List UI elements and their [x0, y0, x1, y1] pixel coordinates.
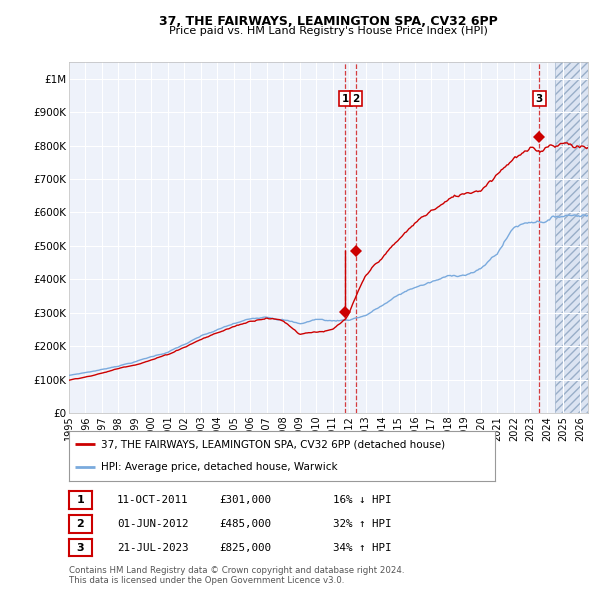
- Text: 1: 1: [342, 94, 349, 104]
- Text: 3: 3: [536, 94, 543, 104]
- Text: £485,000: £485,000: [219, 519, 271, 529]
- Text: HPI: Average price, detached house, Warwick: HPI: Average price, detached house, Warw…: [101, 463, 338, 473]
- Text: Price paid vs. HM Land Registry's House Price Index (HPI): Price paid vs. HM Land Registry's House …: [169, 26, 488, 36]
- Text: 37, THE FAIRWAYS, LEAMINGTON SPA, CV32 6PP (detached house): 37, THE FAIRWAYS, LEAMINGTON SPA, CV32 6…: [101, 439, 445, 449]
- Text: Contains HM Land Registry data © Crown copyright and database right 2024.: Contains HM Land Registry data © Crown c…: [69, 566, 404, 575]
- Text: 11-OCT-2011: 11-OCT-2011: [117, 496, 188, 505]
- Text: 16% ↓ HPI: 16% ↓ HPI: [333, 496, 392, 505]
- Text: 3: 3: [77, 543, 84, 552]
- Bar: [555, 62, 600, 413]
- Text: 21-JUL-2023: 21-JUL-2023: [117, 543, 188, 552]
- Text: £825,000: £825,000: [219, 543, 271, 552]
- Bar: [555, 62, 600, 413]
- Text: 01-JUN-2012: 01-JUN-2012: [117, 519, 188, 529]
- Text: 2: 2: [352, 94, 359, 104]
- Text: 2: 2: [77, 519, 84, 529]
- Text: 34% ↑ HPI: 34% ↑ HPI: [333, 543, 392, 552]
- Text: 32% ↑ HPI: 32% ↑ HPI: [333, 519, 392, 529]
- Text: This data is licensed under the Open Government Licence v3.0.: This data is licensed under the Open Gov…: [69, 576, 344, 585]
- Text: £301,000: £301,000: [219, 496, 271, 505]
- Text: 1: 1: [77, 496, 84, 505]
- Text: 37, THE FAIRWAYS, LEAMINGTON SPA, CV32 6PP: 37, THE FAIRWAYS, LEAMINGTON SPA, CV32 6…: [159, 15, 498, 28]
